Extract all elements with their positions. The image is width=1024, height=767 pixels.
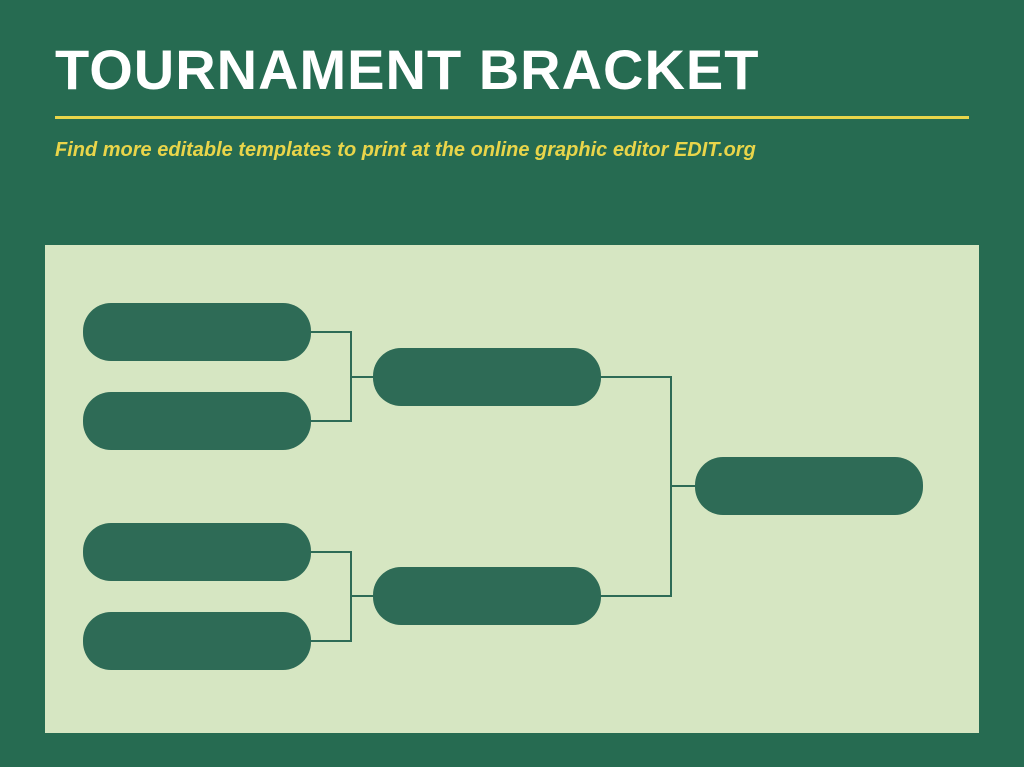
page-title: TOURNAMENT BRACKET — [55, 42, 969, 98]
connector — [311, 420, 351, 422]
connector — [601, 595, 671, 597]
header: TOURNAMENT BRACKET Find more editable te… — [0, 0, 1024, 162]
connector — [671, 485, 695, 487]
bracket-slot[interactable] — [373, 567, 601, 625]
connector — [351, 595, 373, 597]
bracket-slot[interactable] — [83, 303, 311, 361]
subtitle: Find more editable templates to print at… — [55, 139, 969, 162]
bracket-slot[interactable] — [83, 392, 311, 450]
bracket-slot[interactable] — [83, 612, 311, 670]
bracket-slot[interactable] — [83, 523, 311, 581]
bracket-slot[interactable] — [373, 348, 601, 406]
connector — [601, 376, 671, 378]
connector — [311, 331, 351, 333]
connector — [311, 640, 351, 642]
title-underline — [55, 116, 969, 119]
bracket-slot[interactable] — [695, 457, 923, 515]
page: TOURNAMENT BRACKET Find more editable te… — [0, 0, 1024, 767]
connector — [311, 551, 351, 553]
connector — [351, 376, 373, 378]
bracket-panel — [45, 245, 979, 733]
